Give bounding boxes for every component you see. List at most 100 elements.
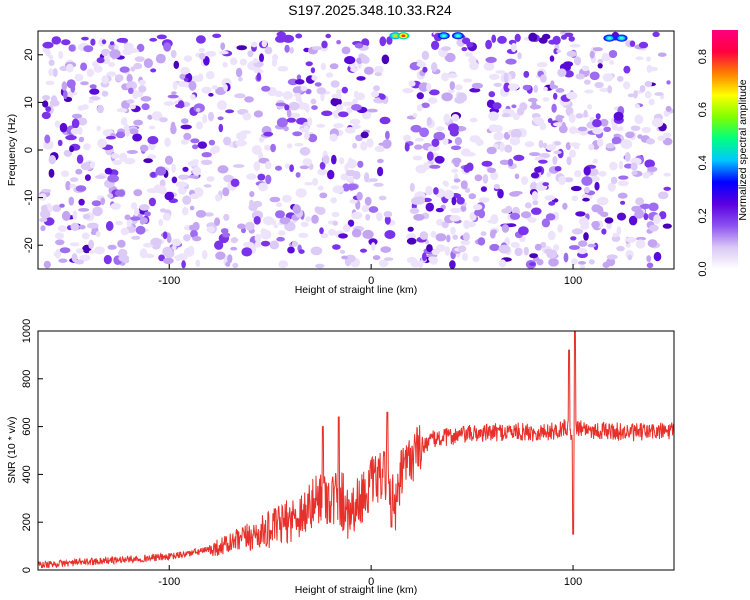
spectrogram-blob xyxy=(534,166,542,173)
spectrogram-blob xyxy=(270,240,280,250)
spectrogram-blob xyxy=(101,75,109,85)
spectrogram-blob xyxy=(565,142,571,151)
spectrogram-blob xyxy=(662,137,673,146)
spectrogram-blob xyxy=(275,165,282,171)
spectrogram-blob xyxy=(166,234,172,244)
x-tick-label: 100 xyxy=(564,275,582,287)
spectrogram-blob xyxy=(282,34,295,43)
spectrogram-blob xyxy=(96,57,105,64)
spectrogram-blob xyxy=(59,247,71,254)
spectrogram-blob xyxy=(356,76,366,81)
spectrogram-blob xyxy=(286,108,292,118)
spectrogram-blob xyxy=(657,135,666,142)
spectrogram-blob xyxy=(624,152,631,162)
spectrogram-blob xyxy=(652,31,660,37)
spectrogram-blob xyxy=(262,216,275,226)
spectrogram-blob xyxy=(329,133,338,142)
spectrogram-blob xyxy=(629,40,636,47)
colorbar-tick-label: 0.0 xyxy=(697,261,709,276)
spectrogram-blob xyxy=(607,182,616,192)
spectrogram-blob xyxy=(316,206,326,215)
spectrogram-blob xyxy=(429,164,441,169)
spectrogram-blob xyxy=(139,204,150,211)
spectrogram-blob xyxy=(448,89,455,94)
spectrogram-blob xyxy=(126,81,138,90)
spectrogram-blob xyxy=(247,50,254,58)
spectrogram-blob xyxy=(630,125,641,131)
spectrogram-blob xyxy=(205,50,217,57)
spectrogram-blob xyxy=(352,98,358,105)
spectrogram-blob xyxy=(524,141,535,148)
spectrogram-blob xyxy=(606,257,616,267)
spectrogram-blob xyxy=(627,93,635,98)
spectrogram-blob xyxy=(594,181,600,191)
spectrogram-blob xyxy=(647,239,658,248)
spectrogram-blob xyxy=(197,73,204,82)
spectrogram-blob xyxy=(183,77,189,82)
spectrogram-blob xyxy=(505,58,517,65)
spectrogram-blob xyxy=(584,79,591,85)
spectrogram-blob xyxy=(275,35,286,43)
spectrogram-blob xyxy=(263,131,274,137)
spectrogram-blob xyxy=(101,90,109,97)
spectrogram-blob xyxy=(223,174,235,183)
spectrogram-blob xyxy=(379,94,386,100)
spectrogram-blob xyxy=(119,66,130,73)
spectrogram-blob xyxy=(216,100,227,111)
spectrogram-blob xyxy=(298,232,309,238)
colorbar: 0.0 0.2 0.4 0.6 0.8 Normalized spectral ampl… xyxy=(697,30,749,277)
spectrogram-blob xyxy=(336,40,341,45)
spectrogram-blob xyxy=(443,113,451,123)
spectrogram-blob xyxy=(530,181,538,191)
spectrogram-blob xyxy=(618,160,624,170)
spectrogram-blob xyxy=(75,185,87,192)
spectrogram-blob xyxy=(147,136,159,145)
spectrogram-blob xyxy=(55,239,65,246)
spectrogram-blob xyxy=(342,101,354,107)
spectrogram-blob xyxy=(327,169,335,180)
spectrogram-blob xyxy=(103,254,112,265)
spectrogram-blob xyxy=(513,154,525,161)
spectrogram-blob xyxy=(549,55,555,62)
spectrogram-blob xyxy=(451,114,460,122)
spectrogram-blob xyxy=(215,251,226,260)
spectrogram-blob xyxy=(606,254,618,260)
spectrogram-blob xyxy=(589,71,600,81)
spectrogram-blob xyxy=(170,50,177,58)
spectrogram-blob xyxy=(451,196,457,206)
spectrogram-blob xyxy=(244,96,254,103)
spectrogram-blob xyxy=(529,152,541,157)
spectrogram-blob xyxy=(355,92,365,101)
spectrogram-hotspots xyxy=(389,32,628,42)
spectrogram-blob xyxy=(180,66,191,75)
spectrogram-blob xyxy=(321,110,333,117)
snr-y-label: SNR (10 * v/v) xyxy=(6,416,18,483)
spectrogram-blob xyxy=(414,144,423,150)
spectrogram-blob xyxy=(346,176,354,183)
spectrogram-blob xyxy=(453,158,460,168)
spectrogram-blob xyxy=(116,37,128,43)
spectrogram-blob xyxy=(58,258,68,263)
spectrogram-blob xyxy=(444,181,449,188)
spectrogram-blob xyxy=(86,68,94,78)
spectrogram-blob xyxy=(510,42,517,53)
spectrogram-blob xyxy=(443,189,454,200)
spectrogram-blob xyxy=(657,52,667,57)
spectrogram-blob xyxy=(477,237,486,246)
spectrogram-blob xyxy=(294,79,305,85)
spectrogram-blob xyxy=(320,233,329,239)
spectrogram-blob xyxy=(434,155,445,164)
spectrogram-blob xyxy=(425,185,433,196)
spectrogram-blob xyxy=(566,92,578,100)
spectrogram-blob xyxy=(289,112,301,118)
spectrogram-blob xyxy=(625,131,635,139)
spectrogram-blob xyxy=(139,144,149,152)
spectrogram-blob xyxy=(311,105,318,110)
spectrogram-blob xyxy=(571,195,579,202)
spectrogram-blob xyxy=(183,234,191,242)
spectrogram-blob xyxy=(120,227,129,236)
spectrogram-blob xyxy=(598,170,607,177)
spectrogram-blob xyxy=(620,139,633,150)
spectrogram-blob xyxy=(264,161,272,170)
spectrogram-blob xyxy=(426,244,433,253)
